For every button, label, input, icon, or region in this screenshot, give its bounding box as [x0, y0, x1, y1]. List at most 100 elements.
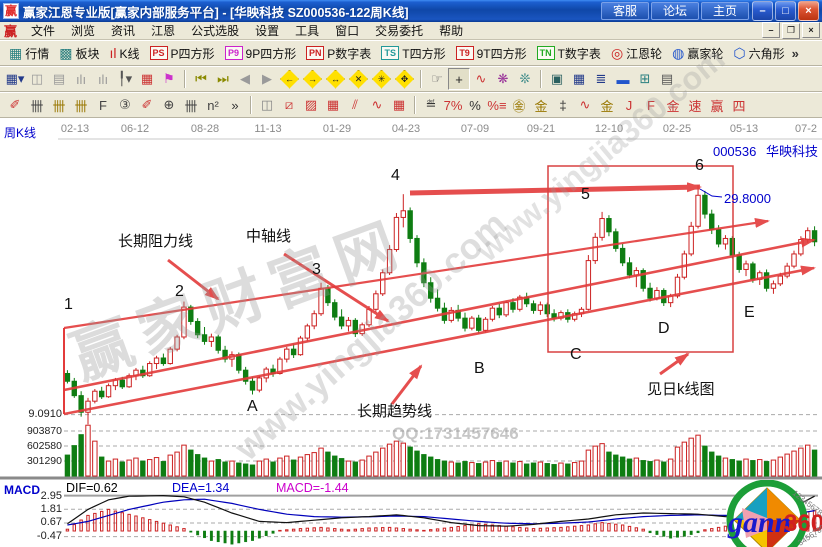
wave-tools-icon[interactable]: ❊: [519, 71, 531, 86]
menu-item-浏览[interactable]: 浏览: [71, 24, 96, 38]
toolbar-button-p-square[interactable]: PS P四方形: [145, 44, 220, 63]
nav-right-icon[interactable]: →: [303, 69, 322, 89]
speed-angle-icon[interactable]: 速: [688, 98, 702, 114]
date-tick-11-13: 11-13: [254, 123, 282, 135]
zoom-view-icon[interactable]: ◫: [30, 71, 44, 86]
minimize-button[interactable]: –: [752, 1, 773, 21]
red-grid-tool-icon[interactable]: ▦: [140, 71, 154, 86]
menu-item-江恩[interactable]: 江恩: [151, 24, 176, 38]
seek-last-icon[interactable]: ⏭: [217, 71, 229, 86]
mdi-minimize-button[interactable]: –: [762, 22, 780, 39]
toolbar-button-t-table[interactable]: TN T数字表: [532, 44, 606, 63]
gann-tools-icon[interactable]: ❋: [497, 71, 509, 86]
color-flag-tool-icon[interactable]: ⚑: [163, 71, 175, 86]
nav-left-icon[interactable]: ←: [280, 69, 299, 89]
three-grid-icon[interactable]: ③: [119, 97, 131, 112]
hatch-box-icon[interactable]: ▨: [304, 97, 318, 112]
menu-item-公式选股[interactable]: 公式选股: [191, 24, 240, 38]
crosshair-tool-icon[interactable]: +: [448, 68, 470, 90]
macd-scale-4: -0.47: [36, 530, 62, 542]
seek-first-icon[interactable]: ⏮: [195, 71, 207, 86]
levels-icon[interactable]: ≝: [425, 97, 437, 112]
gold-circle-icon[interactable]: ㊎: [512, 98, 526, 114]
percent-7-icon[interactable]: 7%: [443, 97, 463, 113]
menu-item-窗口[interactable]: 窗口: [335, 24, 360, 38]
toolbar-button-t-square[interactable]: TS T四方形: [376, 44, 450, 63]
nav-star-icon[interactable]: ✳: [372, 69, 391, 89]
gold-line-icon[interactable]: 金: [534, 98, 548, 114]
maximize-button[interactable]: □: [775, 1, 796, 21]
draw-pen-icon[interactable]: ✐: [9, 97, 21, 112]
gold-line-2-icon[interactable]: 金: [600, 98, 614, 114]
trendline-tool-icon[interactable]: ∿: [475, 71, 487, 86]
nav-close-icon[interactable]: ✕: [349, 69, 368, 89]
close-button[interactable]: ×: [798, 1, 819, 21]
percent-levels-icon[interactable]: %≡: [487, 97, 507, 113]
more-tools-icon[interactable]: »: [231, 97, 239, 113]
square-numbers-icon[interactable]: n²: [207, 97, 219, 113]
toolbar-button-quotes[interactable]: ▦ 行情: [4, 44, 54, 63]
calculator-icon[interactable]: ▦: [572, 71, 586, 86]
titlebar-button-主页[interactable]: 主页: [700, 2, 749, 20]
hand-tool-icon[interactable]: ☞: [431, 71, 443, 86]
av-line-icon[interactable]: ∿: [579, 97, 591, 112]
circle-grid-icon[interactable]: ⊕: [163, 97, 175, 112]
period-mode-icon[interactable]: ▦▾: [5, 71, 25, 86]
f-angle-icon[interactable]: F: [647, 97, 655, 113]
chart-add-icon[interactable]: ⊞: [639, 71, 651, 86]
gann-grid-gold2-icon[interactable]: 卌: [74, 98, 88, 114]
menu-item-工具[interactable]: 工具: [295, 24, 320, 38]
page-next-icon[interactable]: ▶: [262, 71, 272, 86]
toolbar-button-p-table[interactable]: PN P数字表: [301, 44, 376, 63]
frame-tool-icon[interactable]: ◫: [260, 97, 274, 112]
toolbar1-more-button[interactable]: »: [791, 45, 799, 61]
report-icon[interactable]: ▤: [52, 71, 66, 86]
toolbar-button-winner-wheel[interactable]: ◍ 赢家轮: [667, 44, 728, 63]
quote-list-icon[interactable]: ≣: [595, 71, 607, 86]
menu-item-交易委托[interactable]: 交易委托: [375, 24, 424, 38]
toolbar-button-9t-square[interactable]: T9 9T四方形: [451, 44, 532, 63]
toolbar-button-9p-square[interactable]: P9 9P四方形: [220, 44, 302, 63]
win-angle-icon[interactable]: 赢: [710, 98, 724, 114]
pen-grid-icon[interactable]: ✐: [141, 97, 153, 112]
gold-angle-icon[interactable]: 金: [666, 98, 680, 114]
gann-grid-icon[interactable]: 卌: [30, 98, 44, 114]
bar-chart-1-icon[interactable]: ılı: [75, 71, 87, 87]
nav-expand-icon[interactable]: ✥: [395, 69, 414, 89]
percent-icon[interactable]: %: [469, 97, 481, 113]
page-prev-icon[interactable]: ◀: [240, 71, 250, 86]
menu-item-文件[interactable]: 文件: [31, 24, 56, 38]
toolbar-button-kline[interactable]: ıl K线: [105, 44, 145, 63]
toolbar-button-sectors[interactable]: ▩ 板块: [54, 44, 104, 63]
bar-period-icon[interactable]: ╿▾: [117, 71, 133, 86]
date-tick-05-13: 05-13: [729, 123, 759, 135]
j-angle-icon[interactable]: J: [625, 97, 633, 113]
wave-line-icon[interactable]: ∿: [371, 97, 383, 112]
titlebar-button-论坛[interactable]: 论坛: [650, 2, 699, 20]
fan-lines-icon[interactable]: ⧄: [284, 97, 294, 112]
bar-chart-2-icon[interactable]: ılı: [97, 71, 109, 87]
volume-grid-label-1: 903870: [26, 425, 62, 437]
menu-item-资讯[interactable]: 资讯: [111, 24, 136, 38]
menu-item-设置[interactable]: 设置: [255, 24, 280, 38]
nav-both-icon[interactable]: ↔: [326, 69, 345, 89]
calendar-icon[interactable]: ▣: [550, 71, 564, 86]
grid-box-icon[interactable]: ▦: [326, 97, 340, 112]
angle-lines-icon[interactable]: ⫽: [352, 97, 358, 112]
menu-item-帮助[interactable]: 帮助: [439, 24, 464, 38]
big-grid-icon[interactable]: ▦: [392, 97, 406, 112]
monitor-icon[interactable]: ▬: [616, 71, 630, 87]
fib-grid-icon[interactable]: F: [99, 97, 107, 113]
save-disk-icon[interactable]: ▤: [660, 71, 674, 86]
toolbar-button-hexagon[interactable]: ⬡ 六角形: [728, 44, 789, 63]
toolbar-button-gann-wheel[interactable]: ◎ 江恩轮: [606, 44, 667, 63]
grid-2-icon[interactable]: 卌: [184, 98, 198, 114]
bar-pen-icon[interactable]: ‡: [559, 97, 567, 113]
gann-grid-gold-icon[interactable]: 卌: [52, 98, 66, 114]
four-angle-icon[interactable]: 四: [732, 98, 746, 114]
mdi-close-button[interactable]: ×: [802, 22, 820, 39]
titlebar-button-客服[interactable]: 客服: [600, 2, 649, 20]
mdi-restore-button[interactable]: ❐: [782, 22, 800, 39]
